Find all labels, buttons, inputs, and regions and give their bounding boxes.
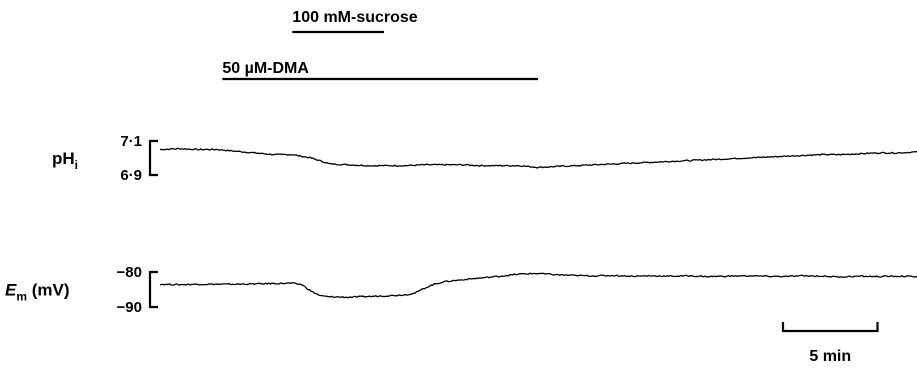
y-axis-label-main: E [5, 281, 17, 300]
panel-em: Em (mV) −80 −90 [5, 264, 917, 316]
time-scale-bar: 5 min [781, 322, 879, 365]
y-axis-label-em: Em (mV) [5, 281, 70, 304]
application-label-dma: 50 µM-DMA [222, 60, 309, 77]
y-axis-label-unit: (mV) [27, 281, 70, 300]
y-axis-bracket-em [148, 270, 158, 309]
y-tick-label-em-bottom: −90 [117, 299, 142, 316]
trace-phi [159, 147, 917, 169]
y-axis-label-phi: pHi [52, 149, 78, 172]
y-axis-label-subscript: m [16, 290, 27, 304]
trace-em [159, 272, 917, 299]
application-dma: 50 µM-DMA [222, 60, 538, 81]
y-tick-label-phi-top: 7·1 [120, 133, 142, 150]
time-scale-bar-line [781, 322, 879, 333]
application-label-sucrose: 100 mM-sucrose [292, 9, 417, 26]
application-sucrose: 100 mM-sucrose [292, 9, 418, 34]
panel-phi: pHi 7·1 6·9 [52, 133, 917, 184]
y-tick-label-em-top: −80 [117, 264, 142, 281]
time-scale-bar-label: 5 min [809, 348, 851, 365]
y-axis-label-subscript: i [75, 158, 78, 172]
y-axis-bracket-phi [148, 139, 158, 177]
y-axis-label-main: pH [52, 149, 75, 168]
y-tick-label-phi-bottom: 6·9 [120, 167, 142, 184]
